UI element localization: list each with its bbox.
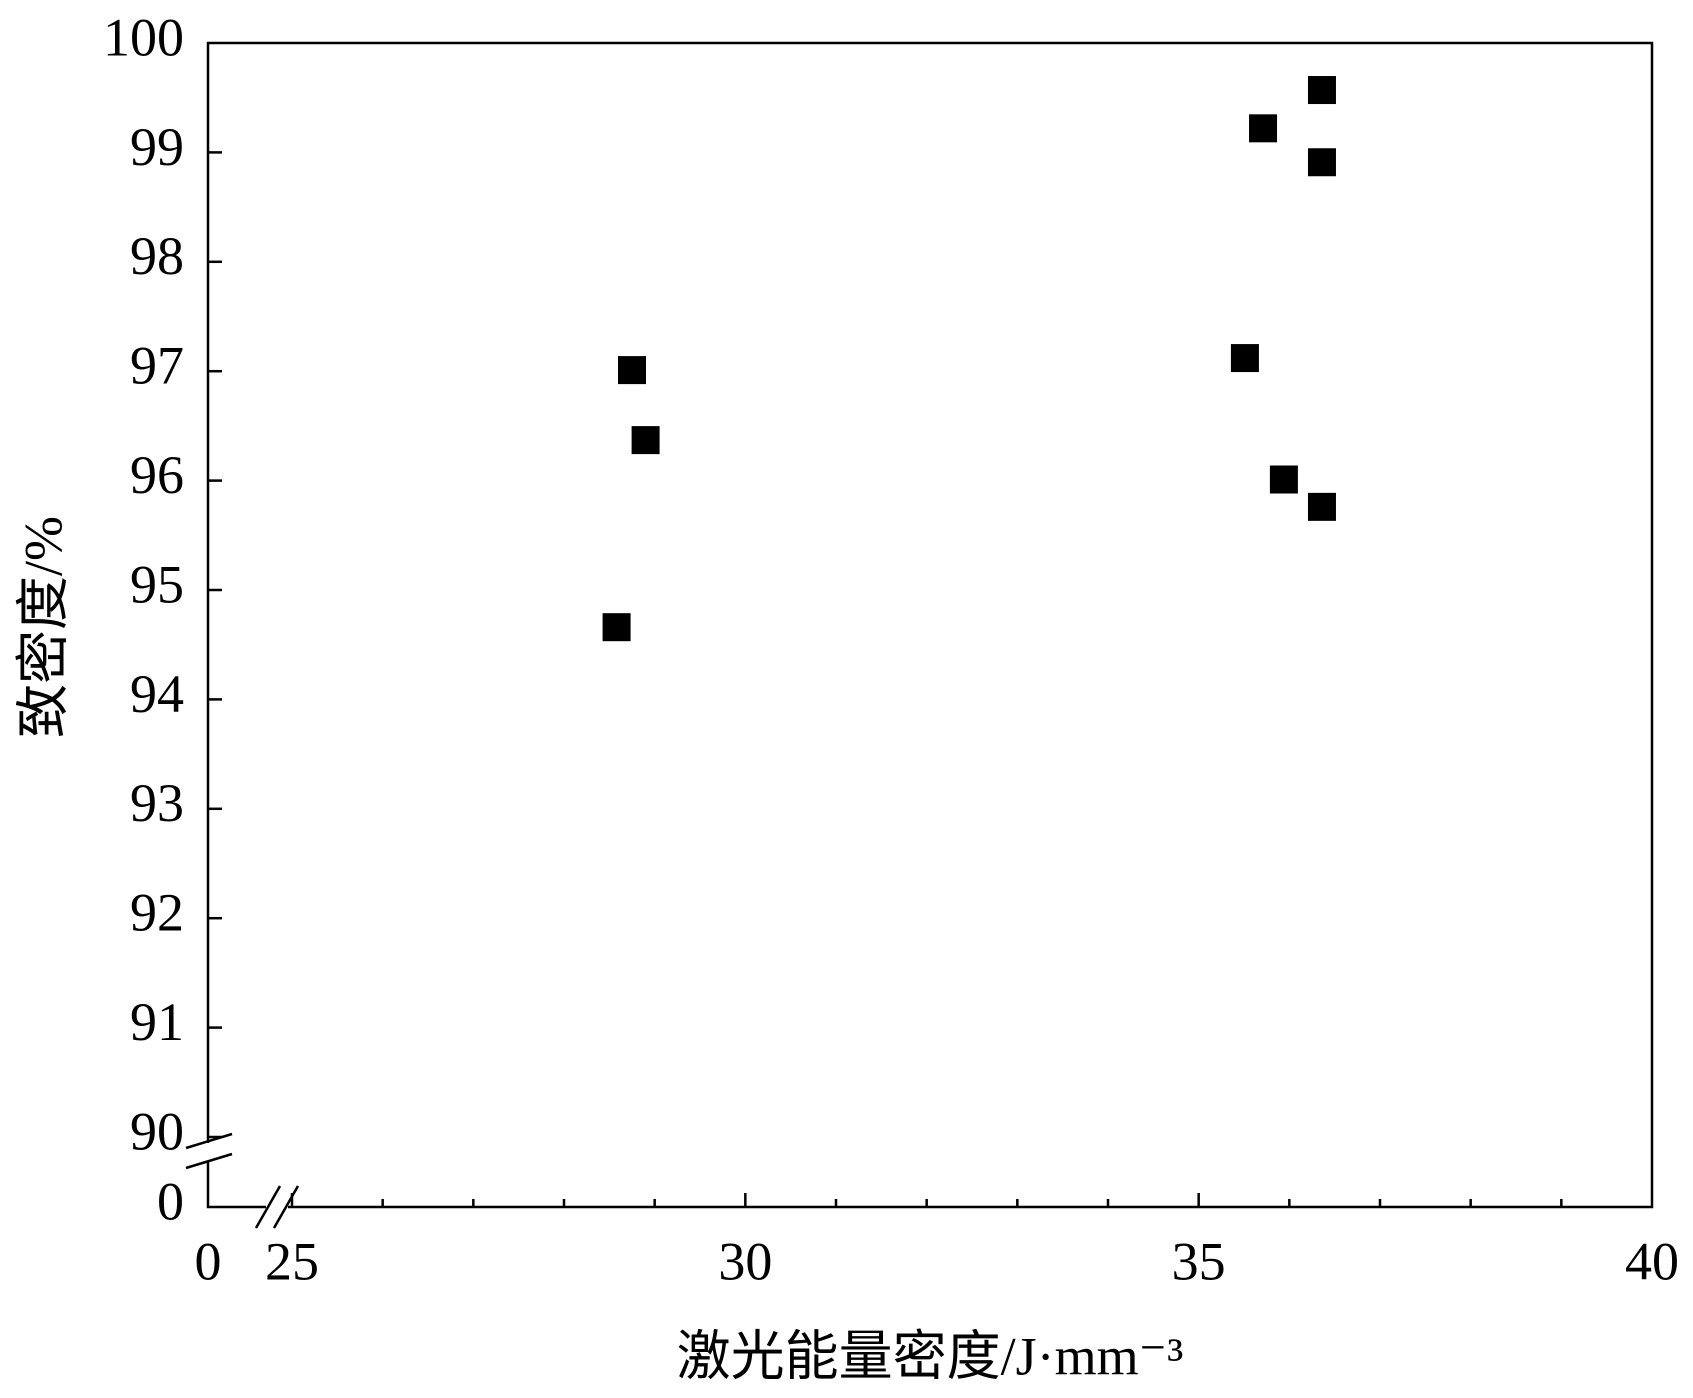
x-axis-break <box>254 1185 300 1229</box>
point <box>1307 148 1336 177</box>
x-tick-label: 30 <box>718 1231 772 1291</box>
x-tick-label: 25 <box>265 1231 319 1291</box>
point <box>631 426 660 455</box>
x-axis-title: 激光能量密度/J·mm⁻³ <box>677 1326 1184 1386</box>
y-tick-label: 90 <box>130 1101 184 1161</box>
point <box>1249 114 1278 143</box>
y-axis-break <box>185 1132 233 1170</box>
y-tick-label: 94 <box>130 664 184 724</box>
y-tick-label: 0 <box>157 1171 184 1231</box>
point <box>1269 465 1298 494</box>
point <box>1307 492 1336 521</box>
point <box>618 356 646 385</box>
y-tick-label: 100 <box>103 7 184 67</box>
point <box>1230 344 1259 373</box>
y-tick-label: 92 <box>130 883 184 943</box>
y-tick-label: 93 <box>130 773 184 833</box>
y-tick-label: 97 <box>130 336 184 396</box>
y-tick-label: 98 <box>130 226 184 286</box>
y-axis-title: 致密度/% <box>13 516 73 738</box>
point <box>602 613 631 642</box>
plot-frame <box>206 41 1654 1209</box>
x-tick-label: 40 <box>1625 1231 1679 1291</box>
x-tick-label: 35 <box>1172 1231 1226 1291</box>
point <box>1307 76 1336 105</box>
y-tick-label: 91 <box>130 992 184 1052</box>
y-tick-label: 99 <box>130 117 184 177</box>
x-tick-label: 0 <box>195 1231 222 1291</box>
y-tick-label: 95 <box>130 554 184 614</box>
y-tick-label: 96 <box>130 445 184 505</box>
